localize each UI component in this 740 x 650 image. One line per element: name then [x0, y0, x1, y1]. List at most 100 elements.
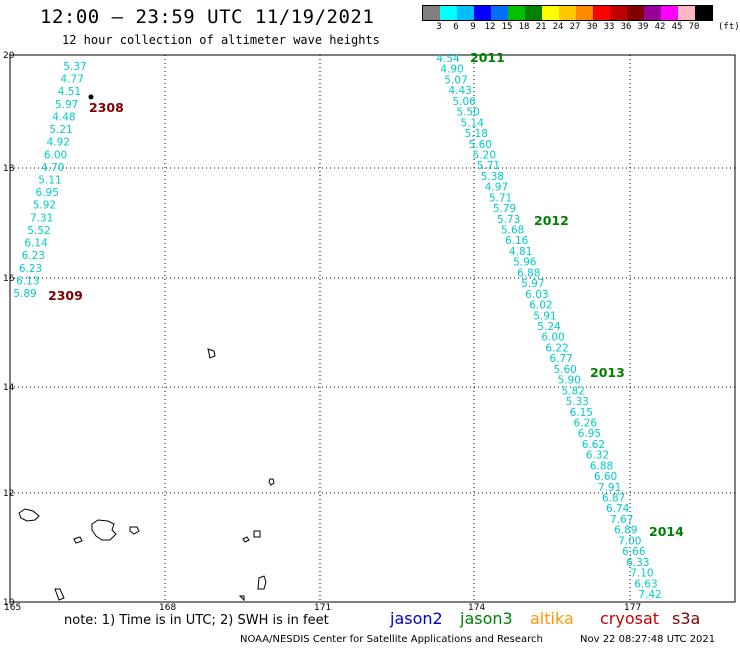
map-frame [9, 54, 736, 603]
longitude-label: 171 [314, 603, 331, 613]
wave-height-value: 7.91 [598, 482, 621, 494]
wave-height-value: 5.90 [558, 375, 581, 387]
wave-height-value: 4.97 [485, 182, 508, 194]
longitude-label: 168 [159, 603, 176, 613]
map-title: 12:00 – 23:59 UTC 11/19/2021 [40, 6, 375, 28]
wave-height-value: 5.71 [477, 160, 500, 172]
colorbar-label: 36 [620, 22, 632, 32]
wave-height-value: 5.96 [513, 257, 537, 269]
wave-height-value: 4.70 [41, 162, 64, 174]
island [73, 536, 83, 544]
west-satellite-track: 5.374.774.515.974.485.214.926.004.705.11… [13, 61, 86, 300]
wave-height-value: 6.02 [529, 300, 552, 312]
wave-height-value: 6.15 [570, 407, 593, 419]
colorbar-swatch [695, 6, 712, 20]
colorbar-swatch [491, 6, 508, 20]
colorbar-swatch [423, 6, 440, 20]
colorbar-swatch [559, 6, 576, 20]
wave-height-value: 7.31 [30, 212, 53, 224]
pass-time-label: 2011 [470, 50, 505, 65]
wave-height-value: 6.77 [549, 353, 572, 365]
wave-height-value: 6.23 [22, 250, 45, 262]
wave-height-value: 5.79 [493, 203, 516, 215]
island [257, 575, 267, 590]
wave-height-value: 5.92 [33, 200, 56, 212]
island-outlines [18, 348, 275, 602]
wave-height-value: 5.50 [457, 107, 480, 119]
wave-height-value: 7.10 [630, 568, 653, 580]
wave-height-value: 5.68 [501, 225, 524, 237]
colorbar-swatch [457, 6, 474, 20]
wave-height-value: 5.60 [469, 139, 492, 151]
satellite-jason2: jason2 [390, 609, 443, 628]
colorbar-label: 42 [654, 22, 666, 32]
longitude-label: 174 [468, 603, 485, 613]
wave-height-value: 4.43 [448, 85, 471, 97]
colorbar-unit: (ft) [718, 22, 740, 32]
colorbar-swatch [508, 6, 525, 20]
wave-height-value: 6.89 [614, 525, 637, 537]
colorbar-swatch [525, 6, 542, 20]
credit-line: NOAA/NESDIS Center for Satellite Applica… [240, 634, 543, 645]
wave-height-value: 6.00 [44, 149, 67, 161]
satellite-cryosat: cryosat [600, 609, 660, 628]
satellite-jason3: jason3 [460, 609, 513, 628]
wave-height-value: 5.20 [473, 149, 496, 161]
wave-height-value: 7.42 [638, 589, 661, 601]
generation-timestamp: Nov 22 08:27:48 UTC 2021 [580, 634, 716, 645]
wave-height-value: 6.14 [24, 238, 48, 250]
colorbar-swatch [644, 6, 661, 20]
wave-height-value: 4.48 [52, 111, 75, 123]
wave-height-value: 5.18 [465, 128, 488, 140]
wave-height-value: 5.82 [562, 385, 585, 397]
colorbar-swatch [593, 6, 610, 20]
longitude-label: 177 [624, 603, 641, 613]
island [207, 348, 216, 359]
latitude-label: 12 [3, 489, 14, 499]
wave-height-value: 5.60 [553, 364, 576, 376]
wave-height-value: 6.95 [578, 428, 601, 440]
wave-height-value: 5.07 [444, 74, 467, 86]
footer-note: note: 1) Time is in UTC; 2) SWH is in fe… [64, 613, 329, 628]
wave-height-value: 6.87 [602, 493, 625, 505]
colorbar-label: 70 [688, 22, 700, 32]
pass-time-label: 2309 [48, 288, 83, 303]
colorbar-label: 39 [637, 22, 649, 32]
colorbar-label: 24 [552, 22, 564, 32]
wave-height-value: 5.33 [566, 396, 589, 408]
longitude-labels: 165 168 171 174 177 [4, 603, 641, 613]
wave-height-value: 6.60 [594, 471, 617, 483]
wave-height-value: 5.97 [521, 278, 544, 290]
wave-height-value: 5.73 [497, 214, 520, 226]
island [129, 526, 140, 535]
latitude-label: 16 [3, 274, 15, 284]
wave-height-value: 5.38 [481, 171, 504, 183]
island [238, 595, 245, 602]
island [91, 519, 117, 541]
colorbar-label: 30 [586, 22, 598, 32]
colorbar-label: 18 [518, 22, 530, 32]
colorbar-label: 33 [603, 22, 615, 32]
map-subtitle: 12 hour collection of altimeter wave hei… [62, 33, 380, 47]
satellite-s3a: s3a [672, 609, 701, 628]
wave-height-value: 4.77 [61, 74, 84, 86]
wave-height-value: 6.03 [525, 289, 548, 301]
wave-height-value: 6.62 [582, 439, 605, 451]
colorbar-swatch [576, 6, 593, 20]
wave-height-value: 5.11 [38, 175, 61, 187]
colorbar-label: 27 [569, 22, 581, 32]
colorbar-label: 45 [671, 22, 683, 32]
latitude-label: 10 [3, 598, 15, 608]
satellite-altika: altika [530, 609, 574, 628]
east-satellite-track: 4.544.905.074.435.065.505.145.185.605.20… [436, 53, 661, 601]
wave-height-value: 4.90 [440, 64, 463, 76]
latitude-label: 20 [3, 51, 15, 61]
colorbar-label: 3 [436, 22, 442, 32]
colorbar-label: 12 [484, 22, 496, 32]
colorbar-swatch [610, 6, 627, 20]
pass-time-label: 2308 [89, 100, 124, 115]
pass-time-label: 2014 [649, 524, 684, 539]
island [242, 536, 250, 543]
wave-height-value: 6.88 [517, 267, 540, 279]
track-start-marker [88, 94, 94, 100]
